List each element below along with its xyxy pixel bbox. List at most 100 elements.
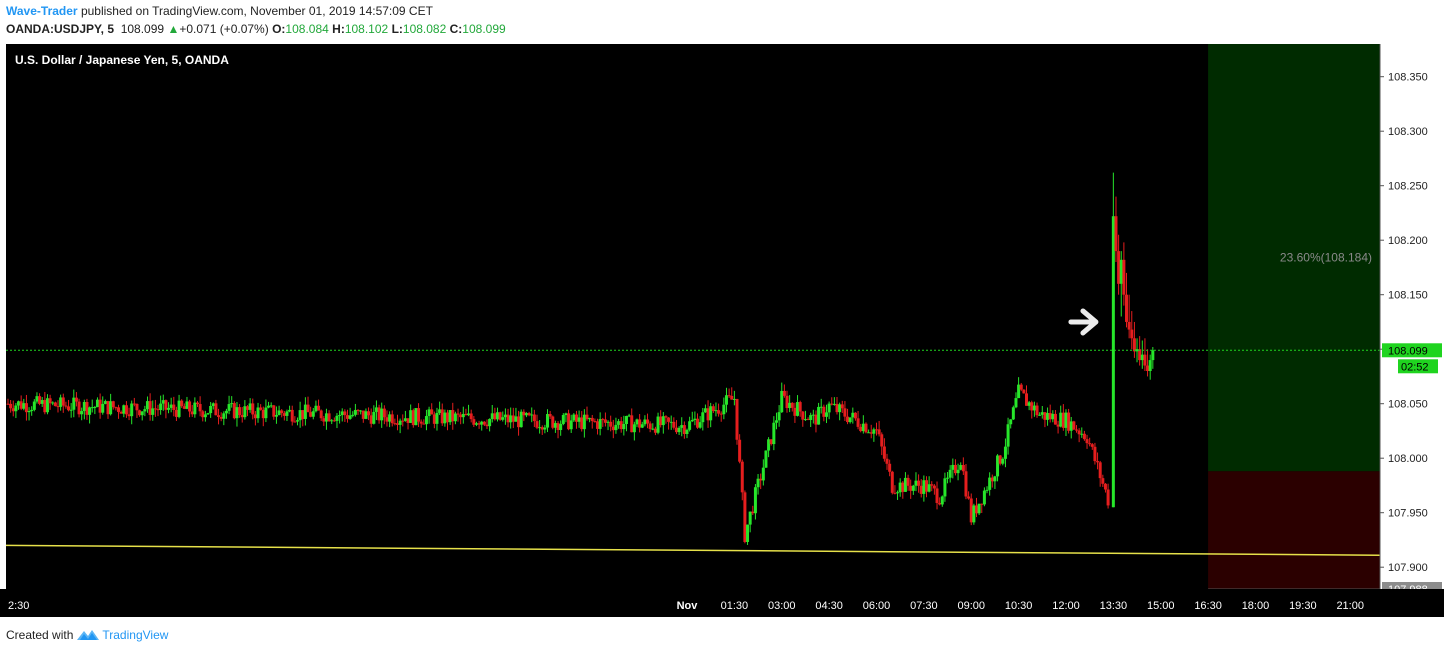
time-tick-label: 15:00 <box>1147 600 1175 612</box>
candle <box>469 409 473 423</box>
candle <box>314 400 318 413</box>
candle <box>67 399 71 412</box>
candle <box>540 425 544 435</box>
candle <box>398 418 402 434</box>
candle <box>790 402 794 412</box>
candle <box>227 395 231 415</box>
candle <box>461 406 465 424</box>
candle <box>285 409 289 422</box>
candle <box>553 420 557 433</box>
candle <box>182 403 186 410</box>
candle <box>106 400 110 419</box>
candle <box>145 396 149 413</box>
candle <box>919 479 923 498</box>
candle <box>1082 430 1086 441</box>
candle <box>177 394 181 419</box>
candle <box>232 401 236 420</box>
candle <box>451 402 455 430</box>
candle <box>1017 377 1021 399</box>
candle <box>56 400 60 413</box>
candle <box>940 495 944 507</box>
candle <box>138 409 142 417</box>
candle <box>580 411 584 432</box>
candle <box>143 405 147 417</box>
open-value: 108.084 <box>285 22 329 36</box>
candle <box>988 472 992 496</box>
candle <box>601 417 605 427</box>
candle <box>753 484 757 520</box>
trendline[interactable] <box>5 544 1381 556</box>
candle <box>735 398 739 445</box>
time-tick-label: Nov <box>677 600 699 612</box>
candle <box>185 396 189 410</box>
tradingview-link[interactable]: TradingView <box>102 628 169 642</box>
candle <box>635 418 639 428</box>
candle <box>417 403 421 427</box>
candle <box>914 472 918 492</box>
candle <box>527 411 531 417</box>
candle <box>680 417 684 437</box>
candle <box>622 415 626 436</box>
candle <box>848 417 852 424</box>
candle <box>880 432 884 456</box>
candle <box>327 410 331 422</box>
open-label: O: <box>272 22 286 36</box>
candle <box>261 406 265 427</box>
candle <box>109 393 113 416</box>
candle <box>814 410 818 433</box>
candle <box>456 408 460 422</box>
candle <box>864 422 868 434</box>
candle <box>82 399 86 420</box>
candle <box>238 404 242 418</box>
candle <box>198 396 202 417</box>
candle <box>438 401 442 415</box>
candle <box>180 399 184 408</box>
candle <box>582 409 586 438</box>
candle <box>840 400 844 413</box>
candle <box>259 404 263 411</box>
candle <box>256 402 260 423</box>
candle <box>806 417 810 421</box>
price-chart[interactable]: 23.60%(108.184) U.S. Dollar / Japanese Y… <box>0 40 1444 620</box>
candle <box>619 416 623 433</box>
time-tick-label: 06:00 <box>863 600 891 612</box>
candle <box>1032 401 1036 417</box>
candle <box>596 418 600 435</box>
price-tick-label: 108.250 <box>1388 181 1428 193</box>
candle <box>1148 354 1152 380</box>
candle <box>77 398 81 418</box>
candle <box>280 409 284 418</box>
candle <box>24 394 28 421</box>
candle <box>532 409 536 427</box>
candle <box>188 399 192 418</box>
candle <box>701 408 705 431</box>
candle <box>309 406 313 418</box>
candle <box>1119 251 1123 317</box>
candle <box>911 484 915 495</box>
candle <box>9 400 13 413</box>
author-link[interactable]: Wave-Trader <box>6 4 78 18</box>
candle <box>69 403 73 418</box>
time-tick-label: 2:30 <box>8 600 29 612</box>
candle <box>714 402 718 417</box>
candle <box>756 474 760 495</box>
candle <box>1111 172 1115 508</box>
candle <box>269 402 273 408</box>
candle <box>482 421 486 427</box>
candle <box>424 409 428 431</box>
candle <box>382 405 386 425</box>
candle <box>1143 338 1147 371</box>
candle <box>253 411 257 426</box>
candle <box>393 418 397 426</box>
time-tick-label: 18:00 <box>1242 600 1270 612</box>
candle <box>827 401 831 420</box>
candle <box>782 384 786 398</box>
candle <box>551 415 555 430</box>
candle <box>1151 347 1155 369</box>
candle <box>1146 349 1150 377</box>
candle <box>380 402 384 428</box>
candle <box>588 417 592 423</box>
candle <box>903 472 907 492</box>
candle <box>938 497 942 506</box>
candle <box>559 420 563 436</box>
